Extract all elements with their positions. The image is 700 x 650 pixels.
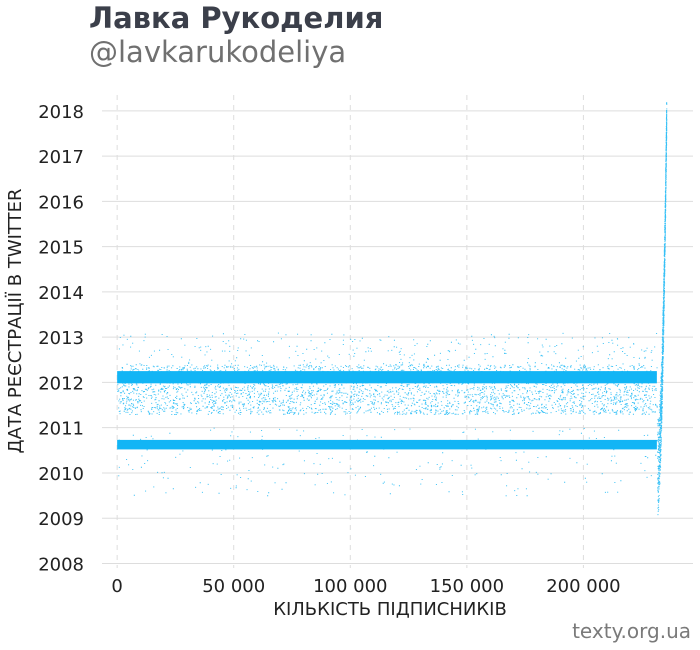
y-tick-label: 2016	[38, 192, 84, 213]
chart-subtitle: @lavkarukodeliya	[89, 35, 347, 69]
y-tick-label: 2013	[38, 328, 84, 349]
source-credit: texty.org.ua	[572, 619, 691, 643]
x-tick-label: 100 000	[313, 576, 387, 597]
y-tick-label: 2008	[38, 554, 84, 575]
x-tick-label: 0	[111, 576, 122, 597]
x-tick-label: 150 000	[430, 576, 504, 597]
y-axis-label: ДАТА РЕЄСТРАЦІЇ В TWITTER	[5, 189, 26, 454]
chart-title: Лавка Рукоделия	[89, 1, 384, 35]
x-tick-label: 200 000	[546, 576, 620, 597]
y-tick-label: 2015	[38, 238, 84, 259]
dense-band-2	[117, 439, 657, 450]
x-axis-ticks: 0 50 000 100 000 150 000 200 000	[111, 576, 620, 597]
y-tick-label: 2012	[38, 373, 84, 394]
x-tick-label: 50 000	[202, 576, 265, 597]
y-tick-label: 2011	[38, 419, 84, 440]
dense-band-1	[117, 371, 657, 384]
scatter-points	[117, 102, 668, 516]
y-tick-label: 2009	[38, 509, 84, 530]
data-points	[117, 102, 668, 516]
y-tick-label: 2018	[38, 102, 84, 123]
x-axis-label: КІЛЬКІСТЬ ПІДПИСНИКІВ	[273, 599, 507, 620]
y-axis-ticks: 2008 2009 2010 2011 2012 2013 2014 2015 2016 2017…	[38, 102, 84, 576]
y-tick-label: 2014	[38, 283, 84, 304]
y-tick-label: 2010	[38, 464, 84, 485]
y-tick-label: 2017	[38, 147, 84, 168]
grid-lines	[102, 95, 693, 568]
